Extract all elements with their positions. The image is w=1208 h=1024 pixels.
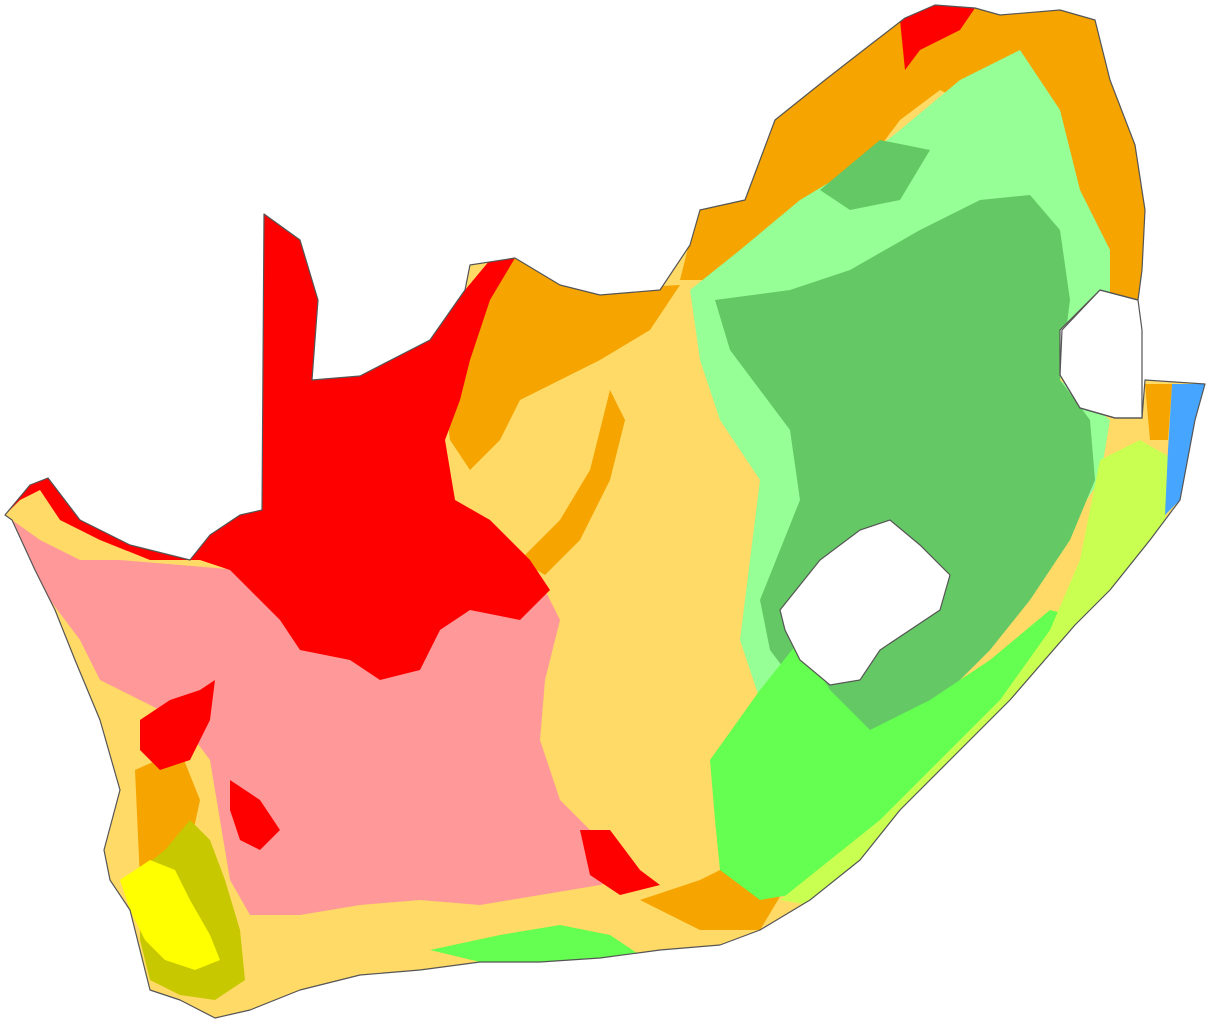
zone-bwk [5, 515, 640, 915]
lesotho-enclave [779, 519, 951, 686]
zone-cwb-north [820, 140, 930, 210]
zone-bwh-north-patch [900, 5, 975, 70]
zone-bsh-central-north [445, 250, 680, 470]
zone-cfb-east [710, 610, 1090, 900]
zone-bwh-west-patch [140, 680, 215, 770]
zone-bwh-south-patch [580, 830, 660, 895]
zone-csa [120, 860, 220, 970]
zone-aw [1165, 384, 1205, 515]
zone-cfa [780, 440, 1175, 905]
zone-bwh-southwest-patch [230, 780, 280, 850]
zone-bsh-north [680, 5, 1160, 310]
zone-bsh-east-strip [1145, 384, 1172, 440]
zone-cfb-south [430, 925, 640, 962]
zone-bsh-tongue [520, 390, 625, 575]
